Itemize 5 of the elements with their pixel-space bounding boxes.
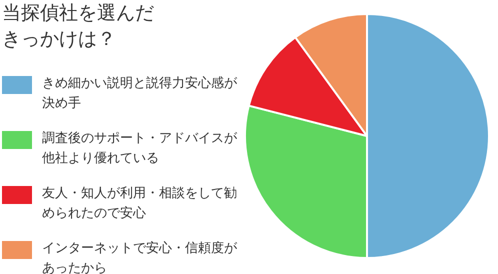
legend-label: インターネットで安心・信頼度があったから — [42, 240, 237, 274]
chart-title: 当探偵社を選んだきっかけは？ — [2, 1, 155, 52]
legend-label: 調査後のサポート・アドバイスが他社より優れている — [42, 130, 237, 168]
legend-label: きめ細かい説明と説得力安心感が決め手 — [42, 75, 237, 113]
legend-label: 友人・知人が利用・相談をして勧められたので安心 — [42, 185, 237, 223]
